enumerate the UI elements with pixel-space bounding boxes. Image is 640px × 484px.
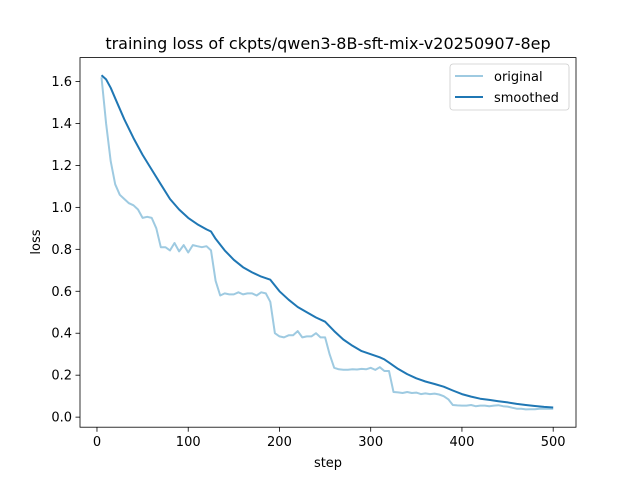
x-axis-label: step bbox=[314, 456, 342, 471]
chart-title: training loss of ckpts/qwen3-8B-sft-mix-… bbox=[105, 34, 550, 53]
y-tick-label: 0.2 bbox=[51, 369, 72, 384]
y-tick-label: 1.0 bbox=[51, 201, 72, 216]
y-tick-label: 1.4 bbox=[51, 117, 72, 132]
legend-label-smoothed: smoothed bbox=[494, 91, 559, 106]
axes-frame bbox=[79, 57, 577, 428]
y-tick-label: 0.4 bbox=[51, 327, 72, 342]
y-tick-label: 0.8 bbox=[51, 243, 72, 258]
series-line-original bbox=[100, 77, 554, 411]
y-tick-label: 1.2 bbox=[51, 159, 72, 174]
x-tick-label: 0 bbox=[93, 435, 101, 450]
x-tick-label: 500 bbox=[541, 435, 566, 450]
legend-label-original: original bbox=[494, 70, 543, 85]
x-tick-label: 100 bbox=[176, 435, 201, 450]
y-axis-label: loss bbox=[29, 229, 44, 254]
y-tick-label: 0.0 bbox=[51, 411, 72, 426]
series-line-smoothed bbox=[100, 74, 554, 409]
legend: original smoothed bbox=[449, 63, 570, 111]
y-tick-label: 1.6 bbox=[51, 75, 72, 90]
y-tick-label: 0.6 bbox=[51, 285, 72, 300]
x-tick-label: 400 bbox=[450, 435, 475, 450]
x-tick-label: 300 bbox=[358, 435, 383, 450]
x-tick-label: 200 bbox=[267, 435, 292, 450]
